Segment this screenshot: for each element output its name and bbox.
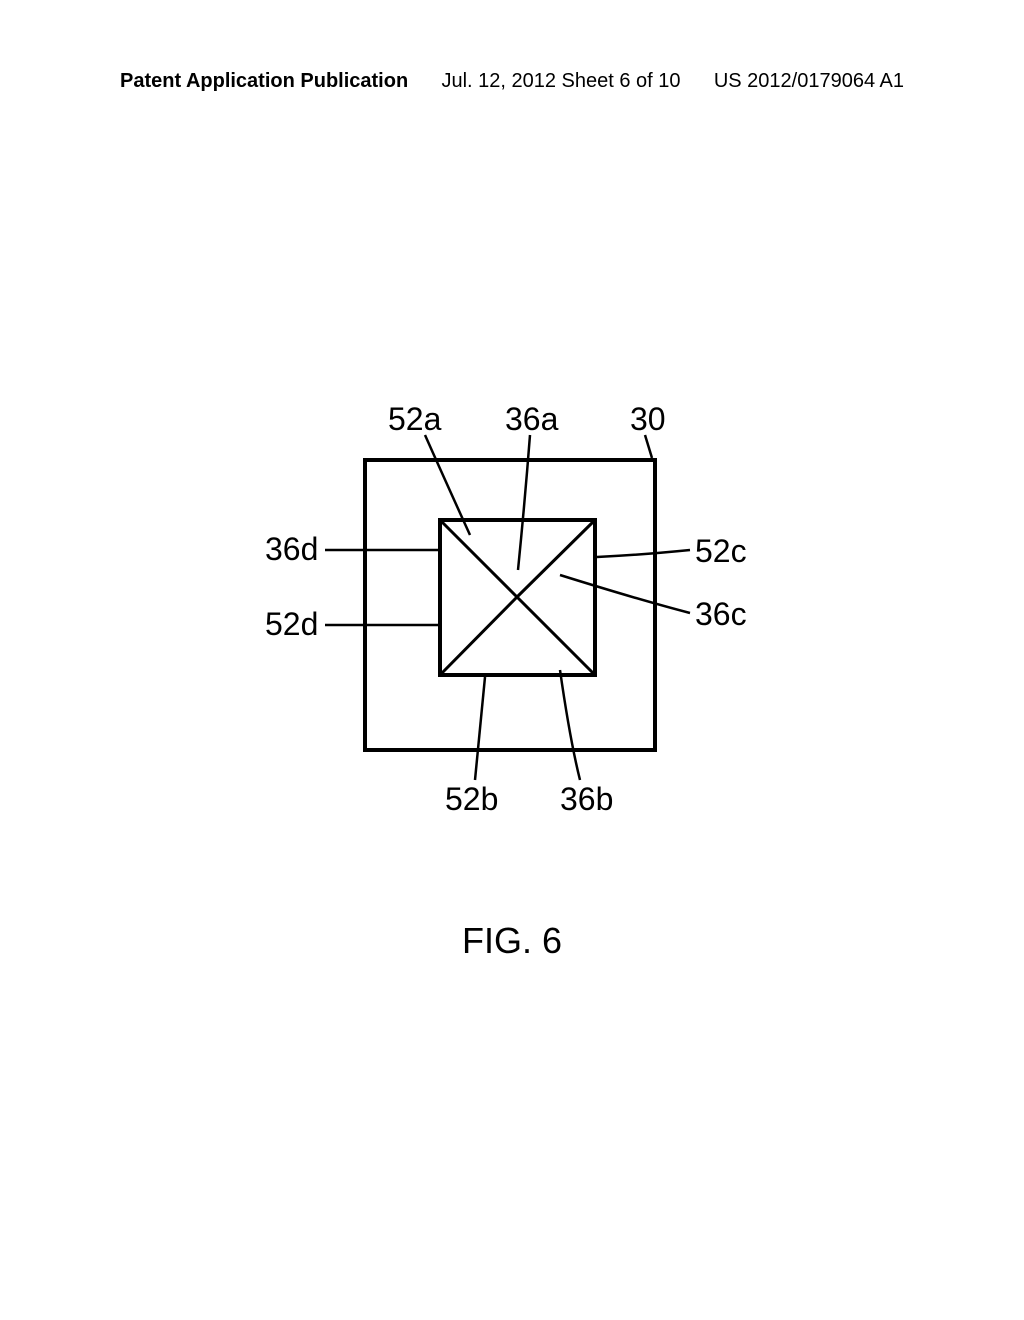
- label-52c: 52c: [695, 533, 747, 569]
- leader-52b: [475, 677, 485, 780]
- leader-30: [645, 435, 652, 458]
- leader-52c: [597, 550, 690, 557]
- label-36a: 36a: [505, 401, 559, 437]
- label-52a: 52a: [388, 401, 442, 437]
- pyramid-edge-tl: [440, 520, 517, 597]
- header-patent-number: US 2012/0179064 A1: [714, 70, 904, 93]
- figure-caption: FIG. 6: [0, 920, 1024, 962]
- label-36b: 36b: [560, 781, 613, 817]
- leader-36a: [518, 435, 530, 570]
- label-36c: 36c: [695, 596, 747, 632]
- pyramid-edge-br: [517, 597, 595, 675]
- label-52b: 52b: [445, 781, 498, 817]
- header-publication: Patent Application Publication: [120, 70, 408, 93]
- leader-36b: [560, 670, 580, 780]
- page-header: Patent Application Publication Jul. 12, …: [0, 70, 1024, 93]
- leader-36c: [560, 575, 690, 613]
- pyramid-edge-tr: [517, 520, 595, 597]
- label-36d: 36d: [265, 531, 318, 567]
- header-date-sheet: Jul. 12, 2012 Sheet 6 of 10: [441, 70, 680, 93]
- label-52d: 52d: [265, 606, 318, 642]
- label-30: 30: [630, 401, 666, 437]
- pyramid-edge-bl: [440, 597, 517, 675]
- figure-6: 52a 36a 30 36d 52d 52c 36c 52b 36b: [270, 400, 790, 920]
